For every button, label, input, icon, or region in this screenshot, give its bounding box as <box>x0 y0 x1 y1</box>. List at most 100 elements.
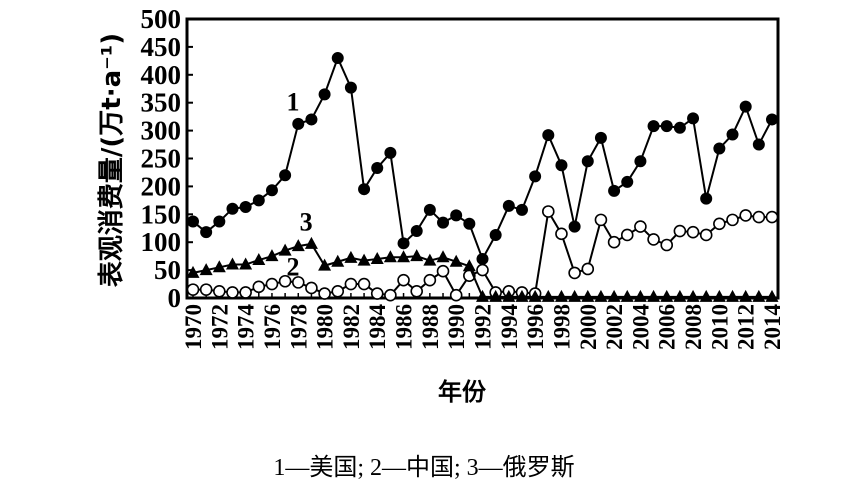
data-point <box>726 289 740 302</box>
y-tick-label: 100 <box>141 227 182 257</box>
data-point <box>358 183 371 196</box>
x-tick-label: 2002 <box>602 304 627 350</box>
data-point <box>581 289 595 302</box>
data-point <box>739 100 752 113</box>
data-point <box>278 274 292 288</box>
data-point <box>528 289 542 302</box>
data-point <box>700 192 713 205</box>
x-tick-label: 1996 <box>523 304 548 350</box>
data-point <box>607 289 621 302</box>
x-tick-label: 2008 <box>681 304 706 350</box>
data-point <box>713 217 726 231</box>
data-point <box>594 289 608 302</box>
data-point <box>647 120 660 133</box>
data-point <box>568 289 582 302</box>
data-point <box>212 260 226 273</box>
data-point <box>423 203 436 216</box>
data-point <box>687 112 700 125</box>
x-tick-label: 2010 <box>707 304 732 350</box>
data-point <box>476 289 489 302</box>
data-point <box>594 131 607 144</box>
data-point <box>555 227 568 241</box>
data-point <box>187 215 199 228</box>
data-point <box>291 276 305 289</box>
data-point <box>397 250 411 263</box>
data-point <box>739 209 752 222</box>
data-point <box>186 283 200 296</box>
data-point <box>318 287 331 300</box>
data-point <box>200 226 213 239</box>
data-point <box>265 249 279 262</box>
x-tick-label: 1988 <box>418 304 443 350</box>
data-point <box>489 228 502 241</box>
data-point <box>239 286 252 299</box>
y-tick-label: 450 <box>141 32 182 62</box>
data-point <box>673 289 687 302</box>
data-point <box>673 224 687 238</box>
data-point <box>660 238 674 252</box>
data-point <box>581 262 595 276</box>
x-tick-label: 2012 <box>734 304 759 350</box>
x-tick-label: 1994 <box>497 304 522 351</box>
data-point <box>568 220 581 233</box>
data-point <box>436 250 450 263</box>
data-point <box>713 142 726 155</box>
data-point <box>344 250 358 263</box>
data-point <box>252 194 265 207</box>
data-point <box>699 228 713 242</box>
data-point <box>502 289 516 302</box>
data-point <box>225 257 239 270</box>
data-point <box>752 210 766 224</box>
data-point <box>463 217 476 230</box>
series-label-2: 2 <box>287 252 300 281</box>
data-point <box>765 289 779 302</box>
data-point <box>344 277 358 291</box>
y-tick-label: 500 <box>141 4 182 34</box>
data-point <box>265 184 278 197</box>
x-tick-label: 1974 <box>234 304 259 351</box>
data-point <box>739 289 753 302</box>
data-point <box>436 264 450 278</box>
data-point <box>647 233 660 246</box>
data-point <box>397 273 410 287</box>
data-point <box>213 215 226 228</box>
data-point <box>423 273 437 287</box>
data-point <box>621 175 634 188</box>
data-point <box>318 88 331 101</box>
data-point <box>581 155 594 168</box>
y-tick-label: 300 <box>141 116 182 146</box>
data-point <box>502 199 515 212</box>
data-point <box>410 225 423 238</box>
data-point <box>608 184 621 197</box>
data-point <box>305 113 318 126</box>
x-tick-label: 1976 <box>260 304 285 350</box>
data-point <box>686 289 700 302</box>
data-point <box>291 239 305 252</box>
data-point <box>554 289 568 302</box>
x-tick-label: 2000 <box>576 304 601 350</box>
x-tick-label: 1972 <box>207 304 232 350</box>
data-point <box>252 280 266 294</box>
y-tick-label: 350 <box>141 88 182 118</box>
data-point <box>226 202 239 215</box>
data-point <box>634 155 647 168</box>
data-point <box>278 243 292 256</box>
data-point <box>370 251 384 264</box>
data-point <box>357 277 371 291</box>
data-point <box>410 285 424 298</box>
x-tick-label: 1998 <box>549 304 574 350</box>
data-point <box>397 237 410 250</box>
data-point <box>541 205 555 218</box>
data-point <box>752 138 765 151</box>
data-point <box>765 210 779 224</box>
data-point <box>239 201 252 214</box>
data-point <box>318 258 332 271</box>
series-1 <box>187 52 778 265</box>
data-point <box>384 288 397 302</box>
data-point <box>292 117 305 130</box>
data-point <box>489 289 503 302</box>
data-point <box>384 146 397 159</box>
y-tick-label: 200 <box>141 171 182 201</box>
data-point <box>213 285 226 298</box>
